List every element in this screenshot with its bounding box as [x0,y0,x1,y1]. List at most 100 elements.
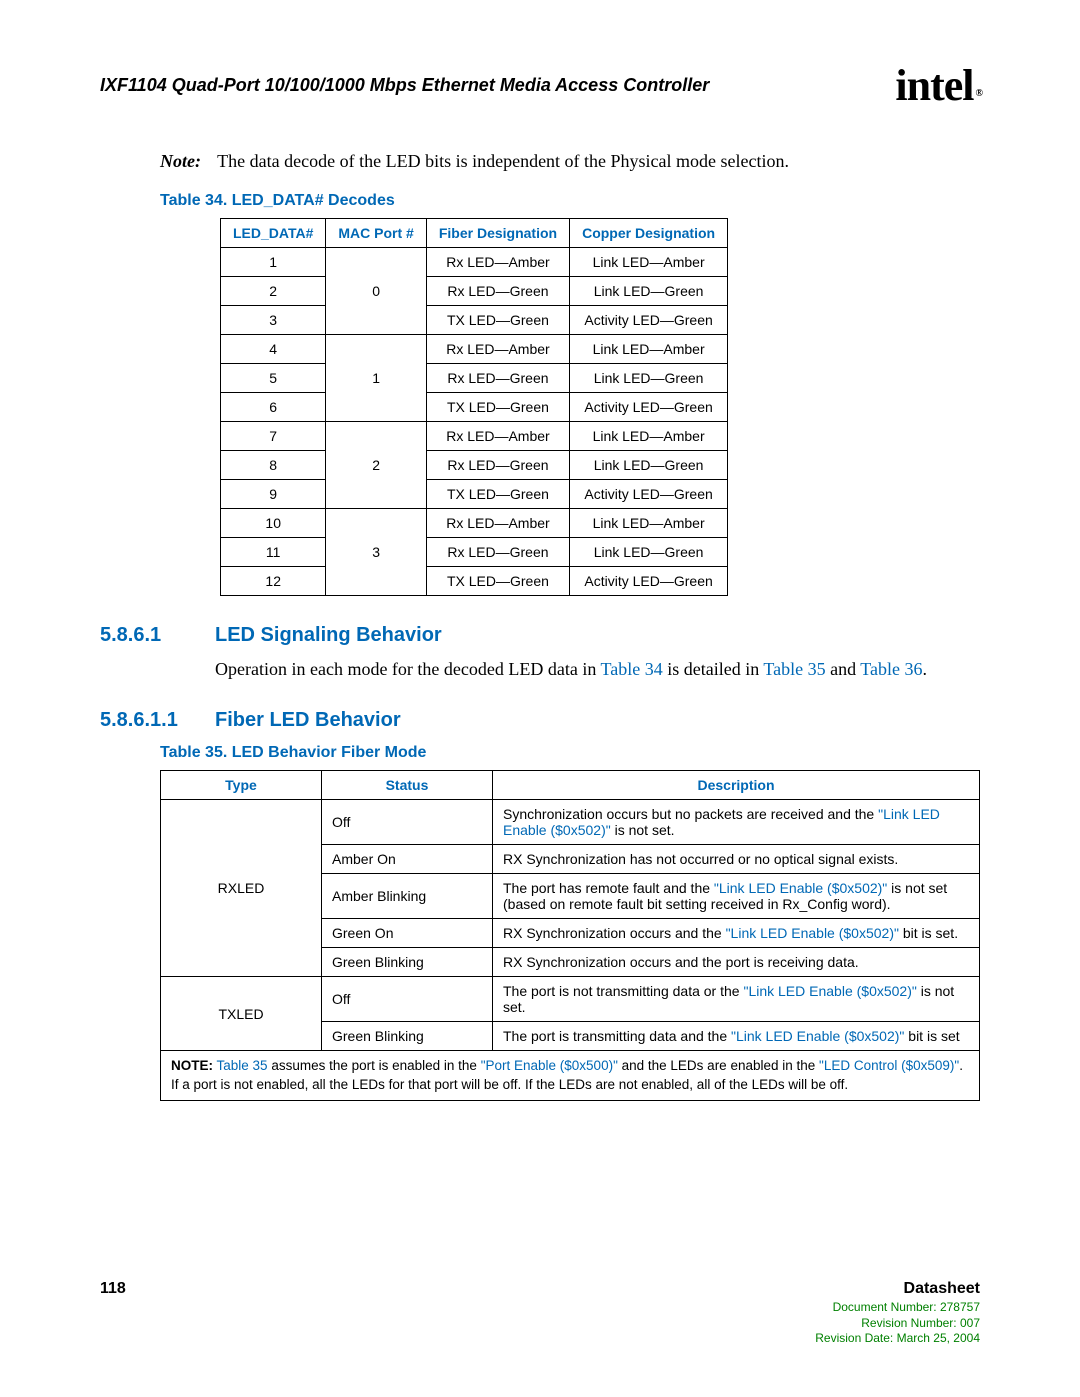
desc-post: bit is set. [899,925,958,941]
cell-fiber: Rx LED—Amber [426,422,569,451]
note-link2[interactable]: "Port Enable ($0x500)" [481,1058,618,1073]
cell-copper: Link LED—Amber [570,422,728,451]
desc-pre: RX Synchronization occurs and the [503,925,726,941]
cell-fiber: Rx LED—Green [426,451,569,480]
cell-desc: The port is transmitting data and the "L… [493,1022,980,1051]
table-row: 11Rx LED—GreenLink LED—Green [221,538,728,567]
section-title-2: Fiber LED Behavior [215,709,401,732]
intel-logo: intel® [895,60,980,111]
rev-info: Document Number: 278757 Revision Number:… [815,1300,980,1347]
cell-leddata: 4 [221,335,326,364]
table34-caption: Table 34. LED_DATA# Decodes [160,192,980,210]
body-end: . [923,659,928,679]
table-row: 12TX LED—GreenActivity LED—Green [221,567,728,596]
section1-body: Operation in each mode for the decoded L… [215,657,980,681]
footer-right: Datasheet Document Number: 278757 Revisi… [815,1280,980,1347]
note-label: NOTE: [171,1058,213,1073]
note-link1[interactable]: Table 35 [217,1058,268,1073]
body-pre: Operation in each mode for the decoded L… [215,659,601,679]
note-text: The data decode of the LED bits is indep… [217,151,789,171]
cell-status: Green On [322,919,493,948]
cell-leddata: 12 [221,567,326,596]
note-link3[interactable]: "LED Control ($0x509)" [819,1058,959,1073]
link-table36[interactable]: Table 36 [860,659,922,679]
table35-head-row: Type Status Description [161,771,980,800]
desc-link[interactable]: "Link LED Enable ($0x502)" [731,1028,904,1044]
page-header: IXF1104 Quad-Port 10/100/1000 Mbps Ether… [100,60,980,111]
cell-copper: Link LED—Amber [570,335,728,364]
th-leddata: LED_DATA# [221,219,326,248]
rev-number: Revision Number: 007 [815,1316,980,1332]
note-line: Note: The data decode of the LED bits is… [160,151,980,172]
cell-leddata: 7 [221,422,326,451]
table-row: 9TX LED—GreenActivity LED—Green [221,480,728,509]
cell-macport: 0 [326,248,426,335]
cell-copper: Activity LED—Green [570,567,728,596]
cell-macport: 3 [326,509,426,596]
cell-copper: Link LED—Green [570,538,728,567]
cell-status: Off [322,977,493,1022]
doc-title: IXF1104 Quad-Port 10/100/1000 Mbps Ether… [100,75,709,96]
th-macport: MAC Port # [326,219,426,248]
cell-fiber: Rx LED—Amber [426,335,569,364]
cell-desc: RX Synchronization has not occurred or n… [493,845,980,874]
cell-fiber: Rx LED—Amber [426,248,569,277]
cell-desc: The port has remote fault and the "Link … [493,874,980,919]
desc-link[interactable]: "Link LED Enable ($0x502)" [743,983,916,999]
table35-caption: Table 35. LED Behavior Fiber Mode [160,744,980,762]
th-status: Status [322,771,493,800]
cell-leddata: 9 [221,480,326,509]
table-row: 72Rx LED—AmberLink LED—Amber [221,422,728,451]
cell-leddata: 5 [221,364,326,393]
table-row: 41Rx LED—AmberLink LED—Amber [221,335,728,364]
cell-copper: Link LED—Green [570,364,728,393]
cell-copper: Activity LED—Green [570,393,728,422]
cell-leddata: 2 [221,277,326,306]
logo-reg: ® [976,88,982,99]
doc-number: Document Number: 278757 [815,1300,980,1316]
section-num-2: 5.8.6.1.1 [100,709,215,732]
link-table34[interactable]: Table 34 [601,659,663,679]
body-mid1: is detailed in [663,659,764,679]
table34: LED_DATA# MAC Port # Fiber Designation C… [220,218,728,596]
cell-leddata: 6 [221,393,326,422]
desc-pre: Synchronization occurs but no packets ar… [503,806,878,822]
cell-leddata: 11 [221,538,326,567]
section-5-8-6-1-1: 5.8.6.1.1 Fiber LED Behavior [100,709,980,732]
cell-leddata: 1 [221,248,326,277]
rev-date: Revision Date: March 25, 2004 [815,1331,980,1347]
cell-copper: Activity LED—Green [570,306,728,335]
datasheet-label: Datasheet [815,1280,980,1298]
link-table35[interactable]: Table 35 [763,659,825,679]
table-note-cell: NOTE: Table 35 assumes the port is enabl… [161,1051,980,1100]
cell-status: Amber Blinking [322,874,493,919]
table-row: 2 Rx LED—GreenLink LED—Green [221,277,728,306]
cell-fiber: Rx LED—Amber [426,509,569,538]
cell-leddata: 10 [221,509,326,538]
table-row: 3TX LED—GreenActivity LED—Green [221,306,728,335]
cell-macport: 2 [326,422,426,509]
cell-type: RXLED [161,800,322,977]
desc-post: bit is set [904,1028,959,1044]
th-copper: Copper Designation [570,219,728,248]
desc-link[interactable]: "Link LED Enable ($0x502)" [726,925,899,941]
table-row: TXLEDOffThe port is not transmitting dat… [161,977,980,1022]
section-title: LED Signaling Behavior [215,624,442,647]
th-type: Type [161,771,322,800]
page-footer: 118 Datasheet Document Number: 278757 Re… [100,1280,980,1347]
desc-pre: The port is transmitting data and the [503,1028,731,1044]
cell-type: TXLED [161,977,322,1051]
cell-copper: Link LED—Amber [570,509,728,538]
cell-copper: Link LED—Amber [570,248,728,277]
desc-pre: The port is not transmitting data or the [503,983,743,999]
cell-fiber: Rx LED—Green [426,364,569,393]
cell-leddata: 3 [221,306,326,335]
desc-link[interactable]: "Link LED Enable ($0x502)" [714,880,887,896]
table-row: 103Rx LED—AmberLink LED—Amber [221,509,728,538]
table-row: 10Rx LED—AmberLink LED—Amber [221,248,728,277]
desc-post: is not set. [611,822,675,838]
cell-fiber: Rx LED—Green [426,277,569,306]
page-number: 118 [100,1280,126,1298]
desc-pre: The port has remote fault and the [503,880,714,896]
cell-copper: Link LED—Green [570,277,728,306]
